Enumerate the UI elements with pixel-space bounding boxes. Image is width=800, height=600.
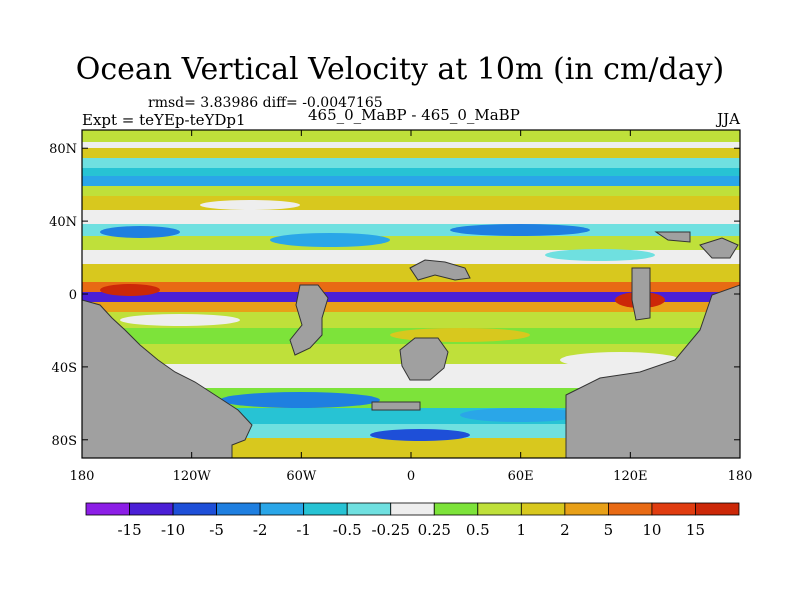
field-patch: [560, 352, 680, 368]
colorbar-swatch: [172, 502, 217, 516]
colorbar-swatch: [216, 502, 261, 516]
lat-tick-label: 40N: [49, 215, 77, 230]
colorbar-swatch: [129, 502, 174, 516]
field-band-high-lat-2: [82, 168, 740, 176]
colorbar-swatch: [85, 502, 130, 516]
map-field: [82, 130, 740, 458]
field-patch: [545, 249, 655, 261]
colorbar-swatch: [608, 502, 653, 516]
colorbar-label: 15: [686, 521, 705, 539]
landmass: [289, 284, 329, 356]
field-band-tropic-n: [82, 236, 740, 250]
field-patch: [370, 429, 470, 441]
experiment-label: Expt = teYEp-teYDp1: [82, 111, 246, 129]
lat-tick-label: 40S: [52, 361, 77, 376]
landmass: [399, 337, 449, 381]
colorbar-label: 5: [604, 521, 614, 539]
landmass: [699, 237, 739, 259]
colorbar-label: -2: [253, 521, 268, 539]
field-band-high-lat-3: [82, 176, 740, 186]
colorbar-label: -15: [117, 521, 141, 539]
field-patch: [100, 226, 180, 238]
lon-tick-label: 0: [407, 469, 415, 484]
field-band-midlat-n-2: [82, 196, 740, 210]
lon-tick-label: 120W: [173, 469, 212, 484]
lon-tick-label: 180: [728, 469, 753, 484]
field-band-high-lat: [82, 158, 740, 168]
subtitle-label: 465_0_MaBP - 465_0_MaBP: [308, 106, 520, 124]
plot-title: Ocean Vertical Velocity at 10m (in cm/da…: [75, 52, 725, 87]
field-band-subtropic-n: [82, 210, 740, 224]
stats-label: rmsd= 3.83986 diff= -0.0047165: [148, 95, 383, 111]
field-patch: [270, 233, 390, 247]
field-patch: [200, 200, 300, 210]
colorbar-swatch: [520, 502, 566, 516]
colorbar-swatch: [651, 502, 696, 516]
lat-tick-label: 0: [69, 288, 77, 303]
lon-tick-label: 180: [70, 469, 95, 484]
colorbar-swatch: [390, 502, 435, 516]
colorbar-swatch: [259, 502, 305, 516]
field-patch: [220, 392, 380, 408]
colorbar-label: -10: [161, 521, 185, 539]
landmass: [371, 401, 421, 411]
field-patch: [450, 224, 590, 236]
field-band-tropic-s: [82, 312, 740, 328]
land-layer: [82, 231, 740, 458]
field-band-subtropic-n-2: [82, 224, 740, 236]
landmass: [631, 267, 651, 321]
colorbar-label: -0.25: [371, 521, 409, 539]
colorbar-label: 0.25: [418, 521, 451, 539]
season-label: JJA: [717, 110, 740, 128]
field-patch: [460, 408, 580, 422]
lat-tick-label: 80S: [52, 434, 77, 449]
colorbar-label: 10: [642, 521, 661, 539]
field-band-arctic-gap: [82, 142, 740, 148]
landmass: [654, 231, 691, 243]
landmass: [82, 299, 253, 458]
lon-tick-label: 120E: [613, 469, 647, 484]
longitude-axis: 180 120W 60W 0 60E 120E 180: [70, 130, 753, 484]
lon-tick-label: 60E: [508, 469, 534, 484]
landmass: [565, 284, 740, 458]
field-band-midlat-n: [82, 186, 740, 196]
colorbar-label: 2: [560, 521, 570, 539]
colorbar-swatch: [477, 502, 522, 516]
latitude-axis: 80N 40N 0 40S 80S: [49, 142, 740, 449]
colorbar: -15 -10 -5 -2 -1 -0.5 -0.25 0.25 0.5 1 2 5 10 15: [85, 502, 740, 539]
colorbar-swatch: [564, 502, 609, 516]
field-patch: [120, 314, 240, 326]
colorbar-label: 0.5: [466, 521, 490, 539]
lon-tick-label: 60W: [286, 469, 317, 484]
field-band-eq-downwelling: [82, 292, 740, 302]
colorbar-label: 1: [517, 521, 527, 539]
lat-tick-label: 80N: [49, 142, 77, 157]
field-band-eq-upwelling-n: [82, 282, 740, 292]
field-band-near-eq-n: [82, 264, 740, 282]
field-patch: [390, 328, 530, 342]
colorbar-swatch: [303, 502, 348, 516]
field-band-eq-upwelling-s: [82, 302, 740, 312]
landmass: [409, 259, 471, 281]
colorbar-label: -1: [296, 521, 311, 539]
colorbar-label: -5: [209, 521, 224, 539]
field-band-subarctic: [82, 148, 740, 158]
field-patch: [100, 284, 160, 296]
colorbar-swatch: [346, 502, 392, 516]
colorbar-swatch: [695, 502, 740, 516]
colorbar-swatch: [433, 502, 479, 516]
colorbar-label: -0.5: [333, 521, 362, 539]
